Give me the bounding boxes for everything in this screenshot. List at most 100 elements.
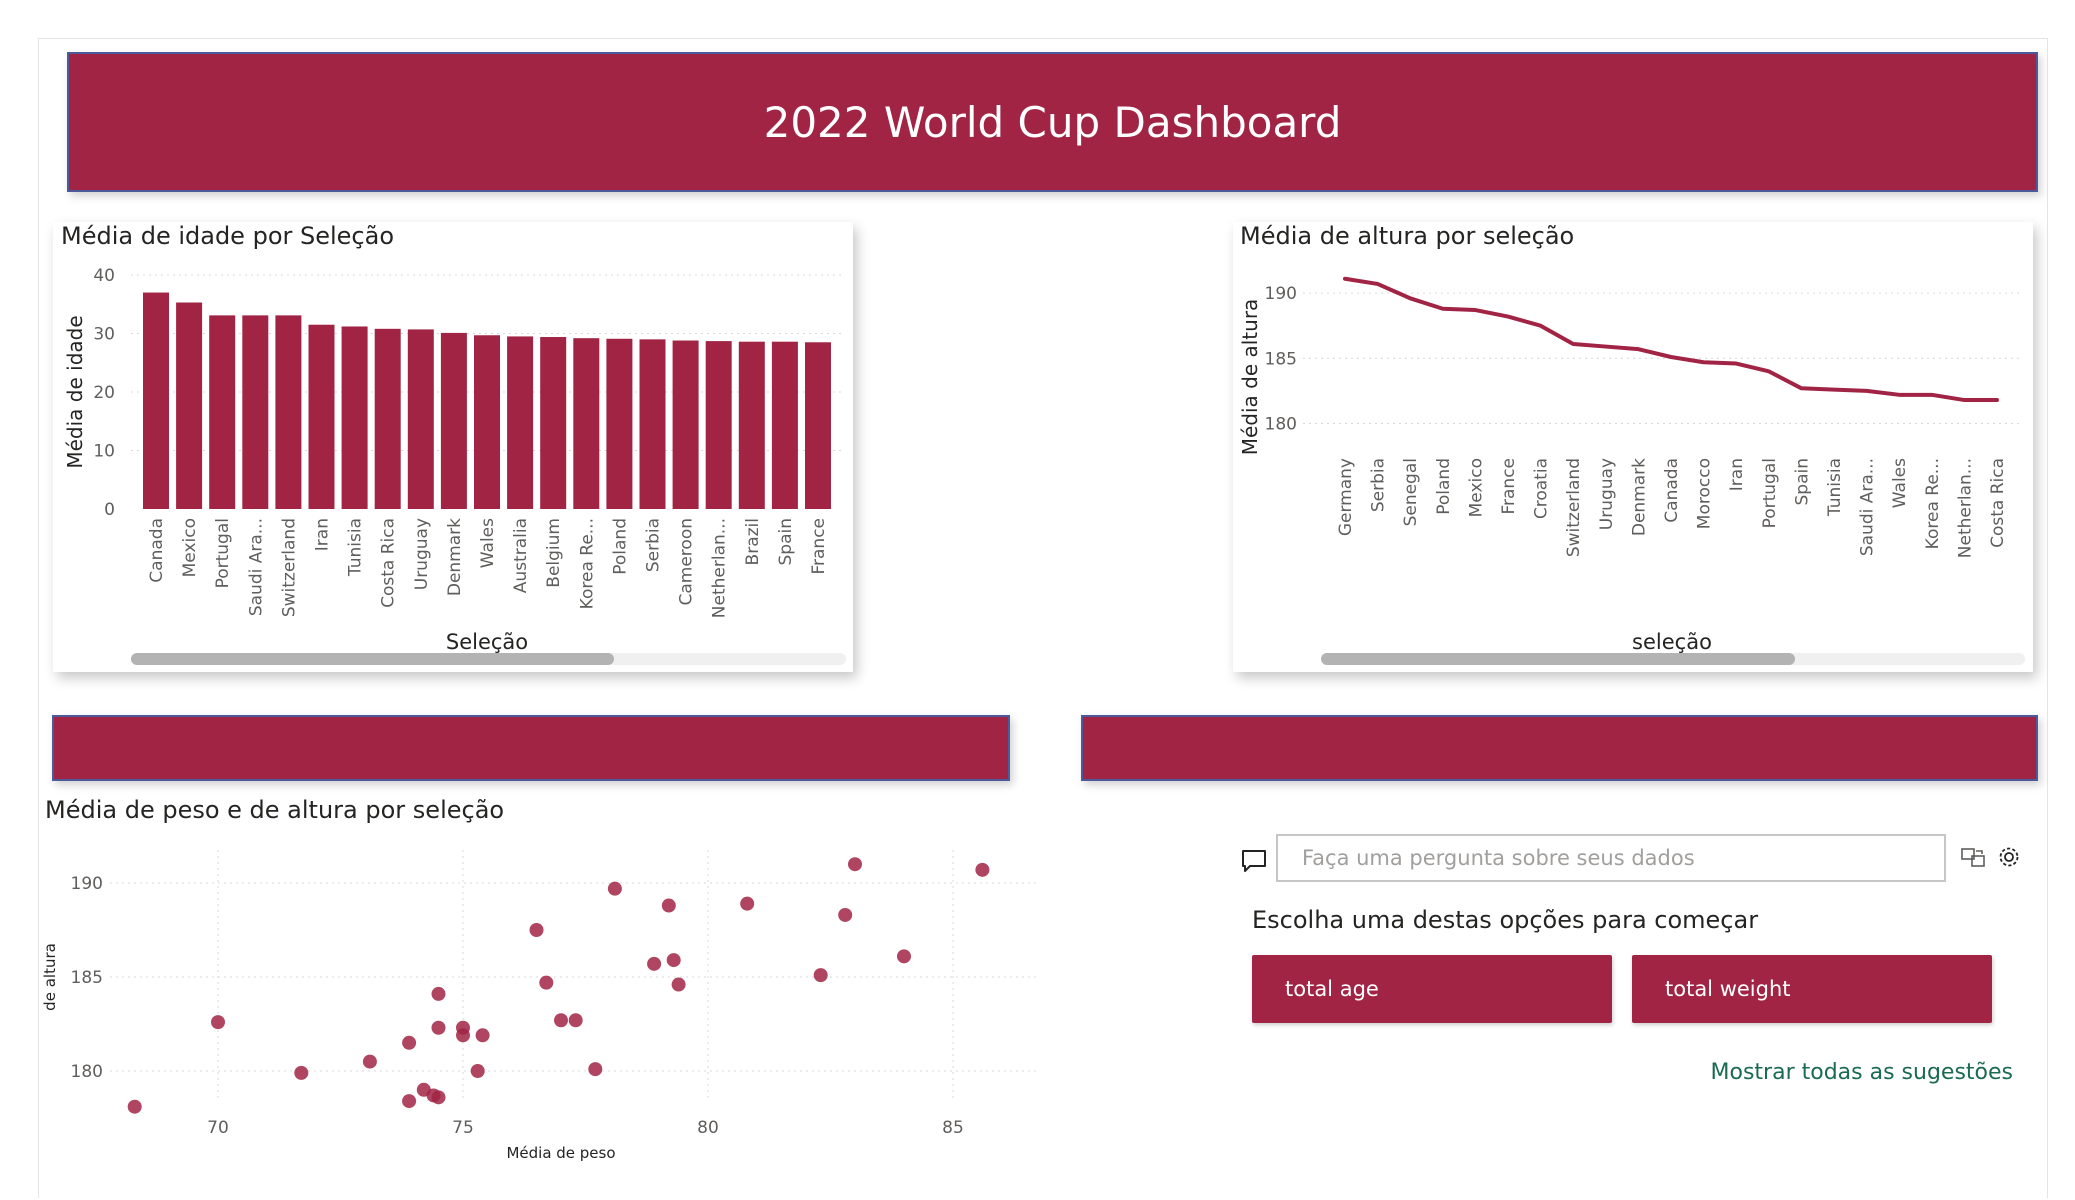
scatter-xtick-label: 70 xyxy=(207,1118,229,1138)
report-canvas xyxy=(38,38,2048,1198)
height-chart-title: Média de altura por seleção xyxy=(1240,222,1575,250)
scatter-xtick-label: 75 xyxy=(452,1118,474,1138)
age-chart-card[interactable]: Média de idade por Seleção 0 10 20 30 40 Cana… xyxy=(53,222,853,672)
height-xtick-label: Korea Re... xyxy=(1923,458,1943,549)
scatter-point xyxy=(431,1090,446,1105)
age-bar xyxy=(407,329,434,509)
age-xtick-label: Spain xyxy=(776,518,796,566)
scatter-point xyxy=(431,1020,446,1035)
age-xtick-label: Uruguay xyxy=(412,518,432,590)
gear-icon[interactable] xyxy=(1994,842,2024,872)
height-xtick-label: Wales xyxy=(1890,458,1910,508)
age-bar xyxy=(639,339,666,509)
scatter-xtick-label: 85 xyxy=(942,1118,964,1138)
height-xtick-label: France xyxy=(1499,458,1519,515)
scatter-point xyxy=(897,949,911,964)
scatter-x-axis-title: Média de peso xyxy=(506,1144,615,1162)
age-x-axis-title: Seleção xyxy=(446,630,528,654)
age-bar xyxy=(341,326,368,509)
height-chart-scrollbar-thumb[interactable] xyxy=(1321,653,1795,665)
age-xtick-label: France xyxy=(809,518,829,575)
scatter-point xyxy=(127,1099,142,1114)
section-bar-right xyxy=(1081,715,2038,781)
height-xtick-label: Tunisia xyxy=(1825,458,1845,517)
height-ytick-label: 190 xyxy=(1265,284,1297,304)
age-xtick-label: Tunisia xyxy=(346,518,366,577)
age-xtick-label: Saudi Ara... xyxy=(246,518,266,616)
scatter-point xyxy=(740,896,755,911)
height-xtick-label: Switzerland xyxy=(1564,458,1584,557)
scatter-point xyxy=(607,881,622,896)
height-y-axis-title: Média de altura xyxy=(1238,299,1262,456)
height-xtick-label: Netherlan... xyxy=(1955,458,1975,558)
scatter-point xyxy=(456,1028,470,1043)
convert-visual-icon[interactable] xyxy=(1958,842,1988,872)
age-chart-title: Média de idade por Seleção xyxy=(61,222,395,250)
height-series-line xyxy=(1343,276,1999,403)
age-bar xyxy=(606,338,633,509)
show-all-suggestions-link[interactable]: Mostrar todas as sugestões xyxy=(1710,1060,2013,1085)
scatter-ytick-label: 180 xyxy=(71,1062,103,1082)
scatter-chart: 180 185 190 70 75 80 85 de altura Média de peso xyxy=(41,850,1040,1162)
height-xtick-label: Poland xyxy=(1434,458,1454,515)
height-chart-scrollbar[interactable] xyxy=(1321,653,2025,665)
scatter-point xyxy=(529,923,544,937)
qa-visual: Escolha uma destas opções para começar t… xyxy=(1240,820,2040,1120)
height-ytick-label: 180 xyxy=(1265,415,1297,435)
height-xtick-label: Portugal xyxy=(1760,458,1780,528)
scatter-point xyxy=(647,956,662,971)
scatter-point xyxy=(402,1035,417,1050)
age-bar xyxy=(440,332,467,509)
height-xtick-label: Iran xyxy=(1727,458,1747,491)
age-xtick-label: Australia xyxy=(511,518,531,593)
age-bar xyxy=(672,340,699,509)
scatter-point xyxy=(588,1062,603,1077)
suggestion-total-age-button[interactable]: total age xyxy=(1252,955,1612,1023)
age-xtick-label: Portugal xyxy=(213,518,233,588)
scatter-point xyxy=(470,1064,485,1078)
qa-prompt-text: Escolha uma destas opções para começar xyxy=(1252,906,1759,934)
age-bar xyxy=(308,324,335,509)
age-xtick-label: Costa Rica xyxy=(379,518,399,608)
height-xtick-label: Spain xyxy=(1792,458,1812,506)
scatter-ytick-label: 185 xyxy=(71,968,103,988)
age-bar xyxy=(507,336,534,509)
age-xtick-label: Denmark xyxy=(445,518,465,596)
age-bar xyxy=(275,315,302,509)
height-chart-card[interactable]: Média de altura por seleção 180 185 190 Ger… xyxy=(1233,222,2033,672)
height-line-chart: 180 185 190 Germany Serbia Senegal Poland Mexic… xyxy=(1238,276,2023,654)
height-ytick-label: 185 xyxy=(1265,349,1297,369)
scatter-point xyxy=(402,1094,417,1109)
scatter-point xyxy=(975,862,990,877)
age-bar xyxy=(540,337,567,509)
scatter-point xyxy=(671,977,686,992)
age-xtick-label: Iran xyxy=(313,518,333,551)
scatter-point xyxy=(294,1065,309,1080)
scatter-point xyxy=(813,968,828,983)
age-bar xyxy=(738,341,765,509)
age-ytick-label: 10 xyxy=(93,442,115,462)
age-bar xyxy=(705,341,732,509)
age-xtick-label: Belgium xyxy=(544,518,564,588)
scatter-y-axis-title: de altura xyxy=(41,943,59,1011)
scatter-point xyxy=(431,986,446,1001)
age-bar xyxy=(771,341,798,509)
height-xtick-label: Mexico xyxy=(1466,458,1486,517)
height-xtick-label: Morocco xyxy=(1695,458,1715,529)
age-xtick-label: Wales xyxy=(478,518,498,568)
scatter-point xyxy=(848,857,862,872)
scatter-chart-title: Média de peso e de altura por seleção xyxy=(45,796,505,824)
age-xtick-label: Korea Re... xyxy=(577,518,597,609)
age-bar xyxy=(573,338,600,509)
scatter-ytick-label: 190 xyxy=(71,874,103,894)
qa-search-input[interactable] xyxy=(1276,834,1946,882)
age-bar xyxy=(209,315,236,509)
age-xtick-label: Netherlan... xyxy=(710,518,730,618)
dashboard-banner: 2022 World Cup Dashboard xyxy=(67,52,2038,192)
scatter-point xyxy=(838,907,853,922)
scatter-point xyxy=(475,1028,490,1043)
age-chart-scrollbar-thumb[interactable] xyxy=(131,653,614,665)
age-chart-scrollbar[interactable] xyxy=(131,653,846,665)
suggestion-total-weight-button[interactable]: total weight xyxy=(1632,955,1992,1023)
age-bar xyxy=(474,335,500,509)
